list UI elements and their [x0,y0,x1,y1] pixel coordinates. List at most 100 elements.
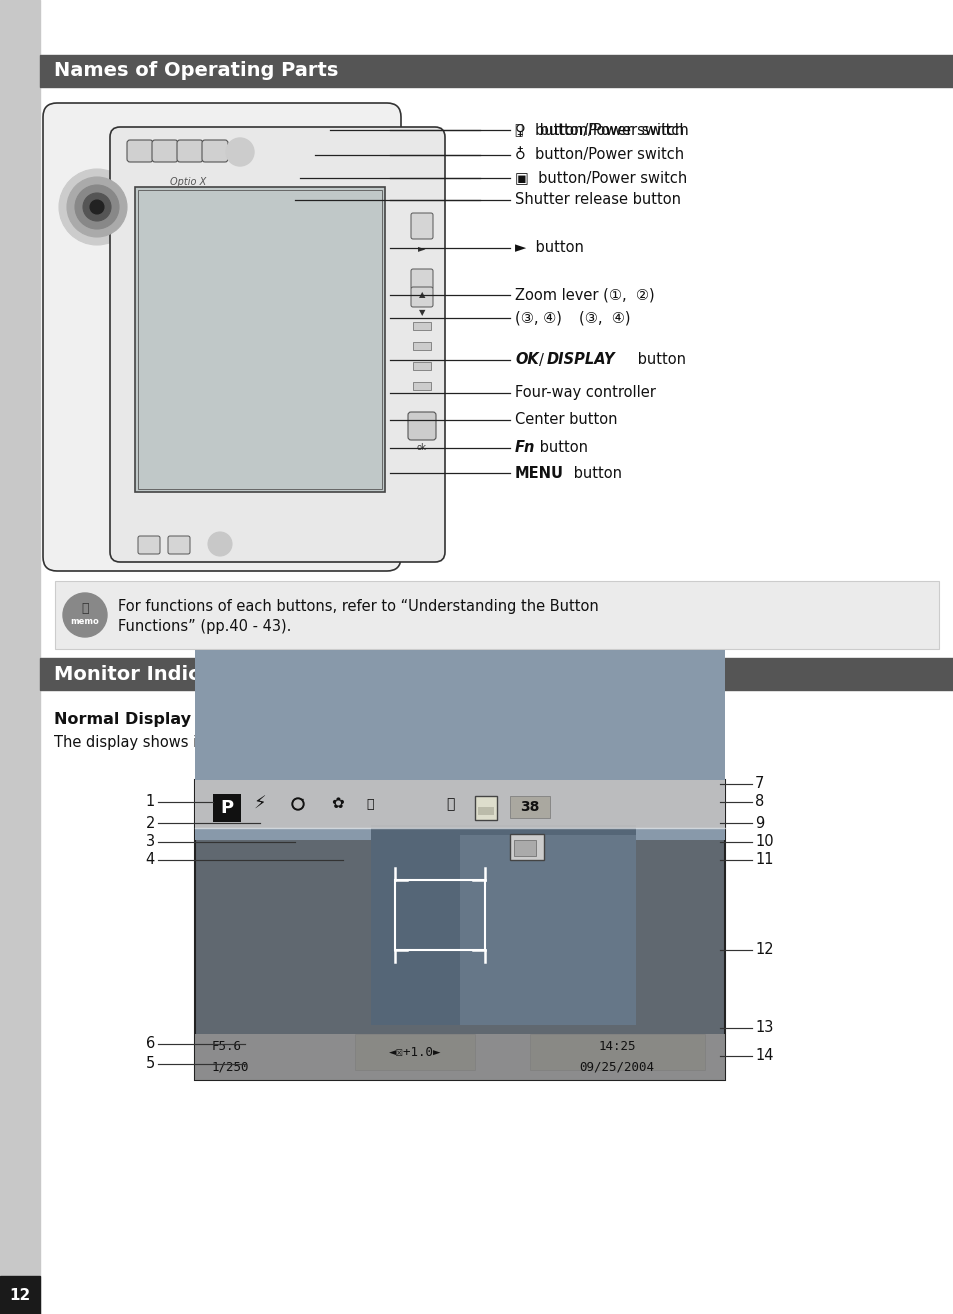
Circle shape [90,200,104,214]
Circle shape [226,138,253,166]
FancyBboxPatch shape [168,536,190,555]
Bar [514,840,536,855]
Text: Zoom lever (①,  ②): Zoom lever (①, ②) [515,288,654,302]
Text: OK: OK [515,352,538,368]
Text: For functions of each buttons, refer to “Understanding the Button: For functions of each buttons, refer to … [118,599,598,614]
Text: ▼: ▼ [418,309,425,318]
Bar [413,342,431,350]
Text: ♁  button/Power switch: ♁ button/Power switch [515,147,683,163]
Bar [395,880,484,950]
Text: 1: 1 [146,795,154,809]
Bar [0,1276,40,1314]
Text: 8: 8 [754,795,763,809]
Text: (③,  ④): (③, ④) [578,310,630,326]
Circle shape [63,593,107,637]
FancyBboxPatch shape [411,269,433,289]
FancyBboxPatch shape [411,286,433,307]
Text: Four-way controller: Four-way controller [515,385,655,401]
Text: 🔒: 🔒 [366,798,374,811]
Bar [371,825,636,1025]
Text: The display shows information such as the shooting conditions.: The display shows information such as th… [54,735,519,750]
Text: DISPLAY: DISPLAY [546,352,615,368]
Text: button: button [535,440,587,456]
Text: ♀  button/Power switch: ♀ button/Power switch [515,122,683,138]
Text: 14: 14 [754,1049,773,1063]
Bar [55,581,938,649]
Text: ok: ok [416,444,427,452]
Bar [530,1034,704,1070]
Text: Names of Operating Parts: Names of Operating Parts [54,62,338,80]
Text: ►: ► [417,243,425,254]
Bar [459,834,636,1025]
Text: 3: 3 [146,834,154,849]
FancyBboxPatch shape [177,141,203,162]
Text: button/Power switch: button/Power switch [535,122,688,138]
FancyBboxPatch shape [43,102,400,572]
Text: 🐦: 🐦 [81,603,89,615]
Text: 🔍: 🔍 [445,798,454,811]
Text: Normal Display in Still Picture Capture Mode: Normal Display in Still Picture Capture … [54,712,457,727]
Text: 🎤: 🎤 [514,124,522,137]
Text: 14:25: 14:25 [598,1041,635,1054]
Circle shape [208,532,232,556]
Circle shape [294,800,302,808]
Text: 9: 9 [754,816,763,830]
Bar [413,361,431,371]
Text: 10: 10 [754,834,773,849]
Text: /: / [538,352,543,368]
Circle shape [292,798,304,809]
Bar [135,187,385,491]
Text: 11: 11 [754,853,773,867]
Bar [477,807,494,815]
Text: Optio X: Optio X [170,177,206,187]
Bar [0,0,40,1314]
Text: Shutter release button: Shutter release button [515,192,680,208]
Text: Center button: Center button [515,413,617,427]
Bar [413,322,431,330]
Bar [213,794,241,823]
Text: ▣  button/Power switch: ▣ button/Power switch [515,171,686,185]
Text: Monitor Indications: Monitor Indications [54,665,268,683]
Text: F5.6: F5.6 [212,1041,242,1054]
Bar [475,796,497,820]
Text: ▲: ▲ [418,290,425,300]
Text: P: P [220,799,233,817]
FancyBboxPatch shape [127,141,152,162]
Text: 4: 4 [146,853,154,867]
Bar [40,658,953,690]
Bar [194,781,724,1080]
Text: ◄☒+1.0►: ◄☒+1.0► [388,1046,441,1059]
Text: 13: 13 [754,1021,773,1035]
Text: Functions” (pp.40 - 43).: Functions” (pp.40 - 43). [118,619,291,633]
FancyBboxPatch shape [411,213,433,239]
Circle shape [59,170,135,244]
Bar [40,55,953,87]
Text: 09/25/2004: 09/25/2004 [578,1060,654,1074]
Text: memo: memo [71,618,99,627]
FancyBboxPatch shape [110,127,444,562]
Text: ✿: ✿ [332,796,344,812]
Bar [138,191,381,489]
Circle shape [83,193,111,221]
Text: 5: 5 [146,1056,154,1071]
Circle shape [67,177,127,237]
Bar [413,382,431,390]
Text: 6: 6 [146,1037,154,1051]
Text: 2: 2 [146,816,154,830]
Text: button: button [633,352,685,368]
Bar [194,1034,724,1080]
Bar [510,834,543,859]
Text: 1/250: 1/250 [211,1060,249,1074]
Circle shape [75,185,119,229]
Text: 7: 7 [754,777,763,791]
Bar [194,650,724,840]
Text: ►  button: ► button [515,240,583,255]
Text: button: button [568,465,621,481]
Text: Fn: Fn [515,440,535,456]
Text: MENU: MENU [515,465,563,481]
Text: 38: 38 [519,800,539,813]
FancyBboxPatch shape [138,536,160,555]
FancyBboxPatch shape [202,141,228,162]
Text: 12: 12 [754,942,773,958]
Text: 12: 12 [10,1288,30,1302]
